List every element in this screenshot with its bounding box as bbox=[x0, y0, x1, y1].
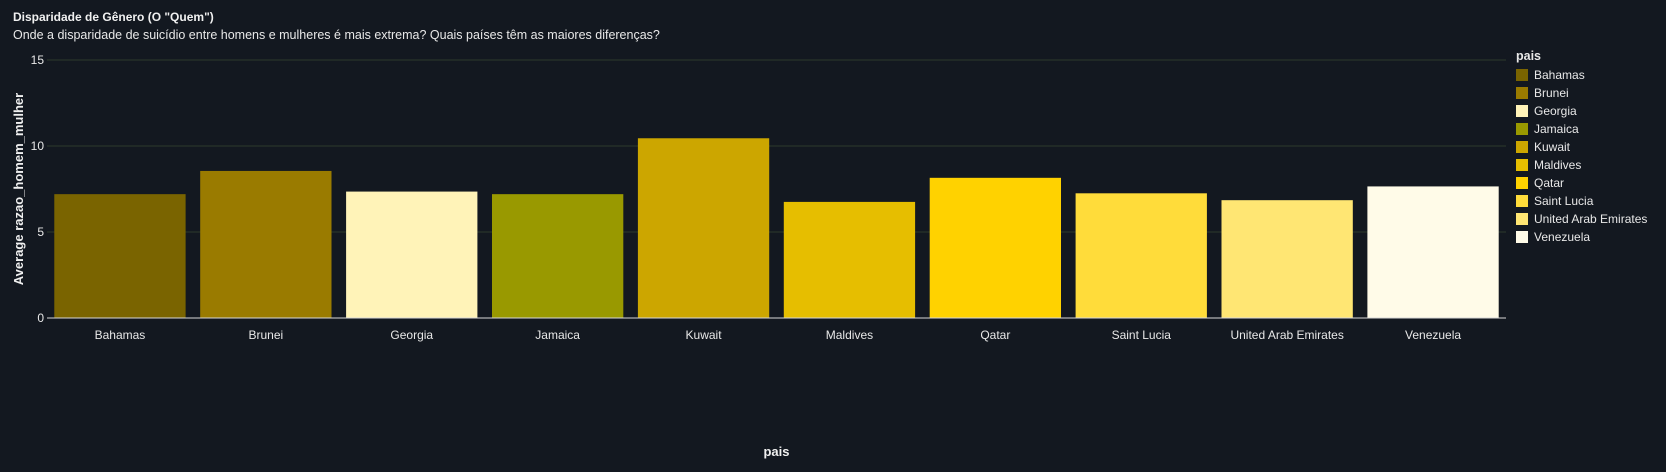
legend-label: Jamaica bbox=[1534, 122, 1579, 136]
x-tick-label: Brunei bbox=[249, 328, 284, 342]
bar-georgia bbox=[346, 191, 478, 318]
bar-kuwait bbox=[637, 138, 770, 318]
legend-item[interactable]: Venezuela bbox=[1516, 228, 1647, 246]
y-tick-label: 15 bbox=[31, 53, 45, 67]
legend-title: pais bbox=[1516, 49, 1542, 63]
legend-swatch bbox=[1516, 231, 1528, 243]
chart-title: Disparidade de Gênero (O "Quem") bbox=[13, 10, 214, 24]
legend-label: Brunei bbox=[1534, 86, 1569, 100]
bar-bahamas bbox=[54, 194, 186, 318]
legend-label: Kuwait bbox=[1534, 140, 1571, 154]
legend-item[interactable]: Kuwait bbox=[1516, 138, 1647, 156]
legend-label: Venezuela bbox=[1534, 230, 1591, 244]
x-tick-label: Bahamas bbox=[95, 328, 146, 342]
y-tick-label: 5 bbox=[37, 225, 44, 239]
x-tick-label: Kuwait bbox=[686, 328, 723, 342]
bar-qatar bbox=[929, 177, 1062, 318]
legend-item[interactable]: Maldives bbox=[1516, 156, 1647, 174]
legend-label: Saint Lucia bbox=[1534, 194, 1594, 208]
legend-swatch bbox=[1516, 87, 1528, 99]
x-tick-label: Venezuela bbox=[1405, 328, 1461, 342]
legend-swatch bbox=[1516, 177, 1528, 189]
x-tick-label: Jamaica bbox=[535, 328, 580, 342]
legend-swatch bbox=[1516, 105, 1528, 117]
x-tick-label: Maldives bbox=[826, 328, 873, 342]
bar-united-arab-emirates bbox=[1221, 200, 1353, 318]
legend-item[interactable]: Qatar bbox=[1516, 174, 1647, 192]
legend-label: Georgia bbox=[1534, 104, 1577, 118]
legend-label: Maldives bbox=[1534, 158, 1582, 172]
bar-saint-lucia bbox=[1075, 193, 1207, 318]
legend-item[interactable]: Jamaica bbox=[1516, 120, 1647, 138]
bar-jamaica bbox=[491, 194, 624, 318]
legend-label: Qatar bbox=[1534, 176, 1565, 190]
legend-item[interactable]: Georgia bbox=[1516, 102, 1647, 120]
legend-label: United Arab Emirates bbox=[1534, 212, 1648, 226]
legend-item[interactable]: Bahamas bbox=[1516, 66, 1647, 84]
y-axis-title: Average razao_homem_mulher bbox=[11, 93, 26, 285]
legend: pais Bahamas Brunei Georgia Jamaica Kuwait Ma… bbox=[1516, 49, 1647, 246]
legend-item[interactable]: United Arab Emirates bbox=[1516, 210, 1647, 228]
legend-swatch bbox=[1516, 159, 1528, 171]
y-tick-label: 0 bbox=[37, 311, 44, 325]
x-tick-label: Qatar bbox=[980, 328, 1010, 342]
chart-subtitle: Onde a disparidade de suicídio entre hom… bbox=[13, 28, 660, 42]
legend-swatch bbox=[1516, 69, 1528, 81]
bar-brunei bbox=[200, 170, 332, 318]
x-axis-title: pais bbox=[763, 444, 789, 459]
bar-maldives bbox=[783, 201, 916, 318]
legend-item[interactable]: Saint Lucia bbox=[1516, 192, 1647, 210]
bar-venezuela bbox=[1367, 186, 1499, 318]
y-tick-label: 10 bbox=[31, 139, 45, 153]
x-tick-label: United Arab Emirates bbox=[1230, 328, 1343, 342]
legend-swatch bbox=[1516, 213, 1528, 225]
x-tick-label: Saint Lucia bbox=[1112, 328, 1172, 342]
legend-swatch bbox=[1516, 141, 1528, 153]
legend-label: Bahamas bbox=[1534, 68, 1585, 82]
legend-item[interactable]: Brunei bbox=[1516, 84, 1647, 102]
x-tick-label: Georgia bbox=[390, 328, 433, 342]
legend-swatch bbox=[1516, 123, 1528, 135]
legend-swatch bbox=[1516, 195, 1528, 207]
